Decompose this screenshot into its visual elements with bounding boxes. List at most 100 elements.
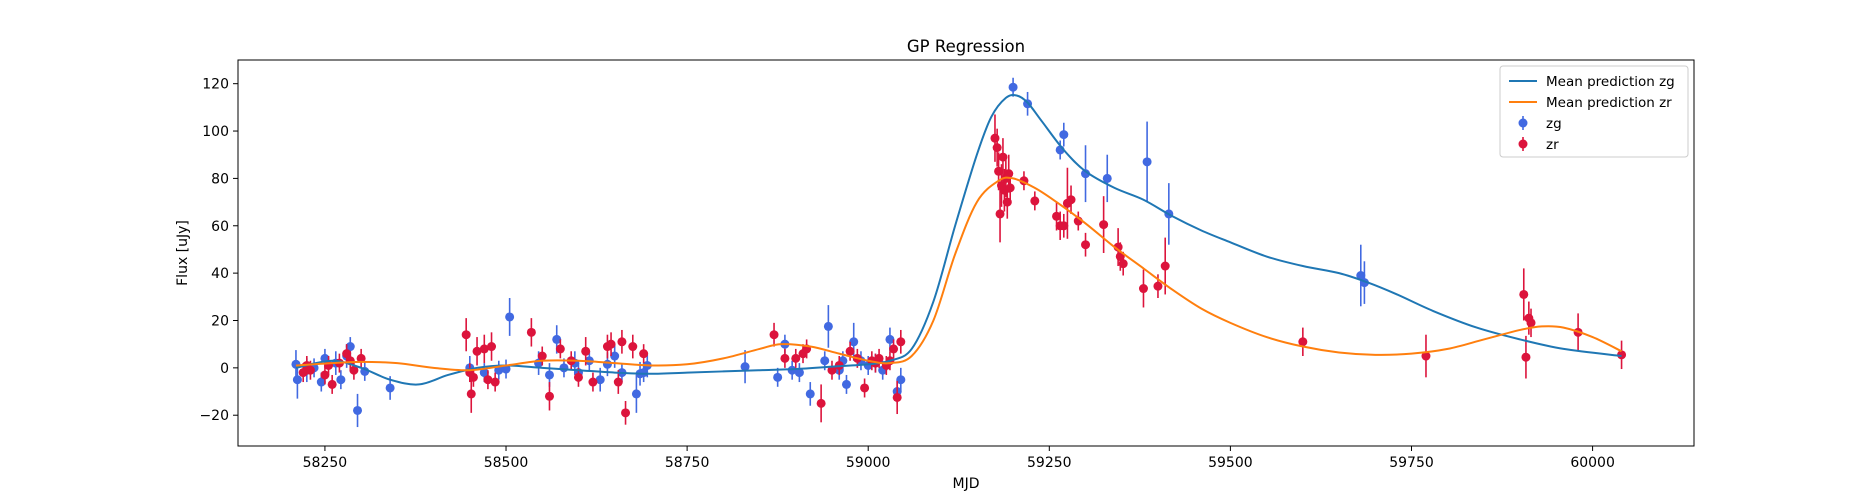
- x-tick-label: 59000: [846, 455, 891, 471]
- data-point-zr: [892, 392, 902, 402]
- data-point-zg: [1142, 157, 1152, 167]
- data-point-zr: [995, 209, 1005, 219]
- legend-label: Mean prediction zg: [1546, 74, 1675, 90]
- y-tick-label: 80: [211, 171, 229, 187]
- data-point-zr: [320, 370, 330, 380]
- data-point-zg: [595, 375, 605, 385]
- data-point-zr: [581, 346, 591, 356]
- data-point-zr: [483, 375, 493, 385]
- data-point-zr: [621, 408, 631, 418]
- data-point-zg: [805, 389, 815, 399]
- data-point-zr: [1099, 220, 1109, 230]
- y-tick-label: 40: [211, 266, 229, 282]
- x-tick-label: 59500: [1208, 455, 1253, 471]
- data-point-zg: [559, 363, 569, 373]
- data-point-zg: [353, 405, 363, 415]
- data-point-zg: [610, 351, 620, 361]
- data-point-zg: [885, 334, 895, 344]
- data-point-zr: [791, 353, 801, 363]
- data-point-zg: [479, 368, 489, 378]
- y-tick-label: 60: [211, 219, 229, 235]
- data-point-zg: [773, 372, 783, 382]
- data-point-zg: [841, 379, 851, 389]
- data-point-zr: [305, 365, 315, 375]
- data-point-zg: [552, 334, 562, 344]
- x-tick-label: 58500: [484, 455, 529, 471]
- legend-marker-swatch: [1518, 139, 1528, 149]
- y-tick-label: 0: [220, 361, 229, 377]
- data-point-zg: [740, 362, 750, 372]
- data-point-zr: [1030, 196, 1040, 206]
- data-point-zr: [555, 344, 565, 354]
- data-point-zr: [889, 344, 899, 354]
- data-point-zr: [1059, 221, 1069, 231]
- data-point-zr: [990, 133, 1000, 143]
- data-point-zr: [1118, 259, 1128, 269]
- data-point-zr: [1160, 261, 1170, 271]
- data-point-zg: [823, 321, 833, 331]
- data-point-zr: [1521, 352, 1531, 362]
- data-point-zr: [1052, 211, 1062, 221]
- data-point-zr: [845, 346, 855, 356]
- data-point-zr: [617, 337, 627, 347]
- data-point-zg: [602, 359, 612, 369]
- data-point-zg: [820, 356, 830, 366]
- x-tick-label: 58750: [665, 455, 710, 471]
- y-tick-label: −20: [199, 408, 229, 424]
- data-point-zg: [1356, 270, 1366, 280]
- y-axis-label: Flux [uJy]: [175, 220, 191, 286]
- legend: Mean prediction zg Mean prediction zr zg zr: [1499, 65, 1689, 158]
- data-point-zg: [849, 337, 859, 347]
- data-point-zr: [998, 152, 1008, 162]
- data-point-zr: [816, 398, 826, 408]
- data-point-zg: [1059, 130, 1069, 140]
- plot-frame: [237, 59, 1695, 447]
- data-point-zr: [992, 143, 1002, 153]
- data-point-zr: [827, 365, 837, 375]
- data-point-zg: [494, 365, 504, 375]
- data-point-zr: [780, 353, 790, 363]
- data-point-zr: [1005, 183, 1015, 193]
- data-point-zr: [349, 365, 359, 375]
- data-point-zg: [345, 342, 355, 352]
- data-point-zr: [874, 353, 884, 363]
- y-tick-label: 20: [211, 313, 229, 329]
- data-point-zg: [385, 383, 395, 393]
- data-point-zr: [860, 383, 870, 393]
- legend-label: zg: [1546, 116, 1562, 132]
- mean-line-zr: [295, 176, 1623, 372]
- data-point-zr: [327, 379, 337, 389]
- data-point-zr: [639, 349, 649, 359]
- data-point-zr: [487, 342, 497, 352]
- data-point-zr: [356, 353, 366, 363]
- data-point-zr: [298, 368, 308, 378]
- data-point-zr: [468, 372, 478, 382]
- x-tick-label: 59750: [1389, 455, 1434, 471]
- data-point-zr: [896, 337, 906, 347]
- chart-title: GP Regression: [907, 37, 1025, 56]
- data-point-zr: [769, 330, 779, 340]
- data-point-zr: [1066, 195, 1076, 205]
- data-point-zr: [537, 351, 547, 361]
- data-point-zr: [1081, 240, 1091, 250]
- legend-label: Mean prediction zr: [1546, 95, 1672, 111]
- data-point-zr: [544, 391, 554, 401]
- x-tick-label: 59250: [1027, 455, 1072, 471]
- legend-label: zr: [1546, 137, 1559, 153]
- data-layer: [291, 77, 1627, 428]
- y-tick-label: 120: [202, 77, 229, 93]
- y-tick-label: 100: [202, 124, 229, 140]
- data-point-zr: [1526, 318, 1536, 328]
- x-tick-label: 60000: [1570, 455, 1615, 471]
- data-point-zr: [466, 389, 476, 399]
- data-point-zg: [1081, 169, 1091, 179]
- data-point-zg: [1008, 82, 1018, 92]
- mean-line-zg: [295, 93, 1622, 386]
- data-point-zg: [787, 365, 797, 375]
- data-point-zr: [526, 327, 536, 337]
- legend-marker-swatch: [1518, 118, 1528, 128]
- data-point-zr: [1138, 284, 1148, 294]
- data-point-zr: [1617, 350, 1627, 360]
- data-point-zg: [631, 389, 641, 399]
